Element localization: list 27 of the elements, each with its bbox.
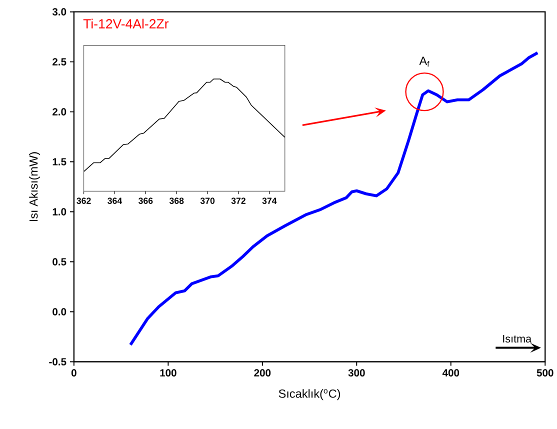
x-axis-title: Sıcaklık($^{o}$C) [278, 389, 340, 400]
x-tick-label: 364 [108, 198, 122, 204]
x-tick-label: 370 [200, 198, 215, 204]
x-tick-label: 372 [231, 198, 246, 204]
x-tick-label: 200 [254, 369, 271, 377]
x-tick-label: 368 [169, 198, 184, 204]
y-tick-label: 2.0 [52, 108, 66, 116]
line-series [129, 51, 540, 346]
y-tick-label: 1.5 [52, 158, 66, 166]
annotation: Isıtma [503, 335, 532, 343]
x-tick-label: 500 [536, 369, 554, 377]
y-tick-label: 2.5 [52, 58, 66, 66]
y-axis-title: Isı Akısı(mW) [29, 152, 40, 222]
annotation: Ti-12V-4Al-2Zr [83, 18, 169, 28]
y-tick-label: 0.5 [52, 258, 66, 266]
y-tick-label: 1.0 [52, 208, 66, 216]
y-tick-label: 0.0 [52, 308, 66, 316]
x-tick-label: 362 [76, 198, 91, 204]
x-tick-label: 366 [138, 198, 153, 204]
y-tick-label: 3.0 [52, 8, 66, 16]
annotation: A$_{f}$ [419, 56, 430, 67]
y-tick-label: -0.5 [49, 358, 66, 366]
x-tick-label: 300 [348, 369, 365, 377]
x-tick-label: 100 [160, 369, 176, 377]
x-tick-label: 0 [71, 369, 76, 377]
x-tick-label: 374 [262, 198, 277, 204]
x-tick-label: 400 [442, 369, 460, 377]
